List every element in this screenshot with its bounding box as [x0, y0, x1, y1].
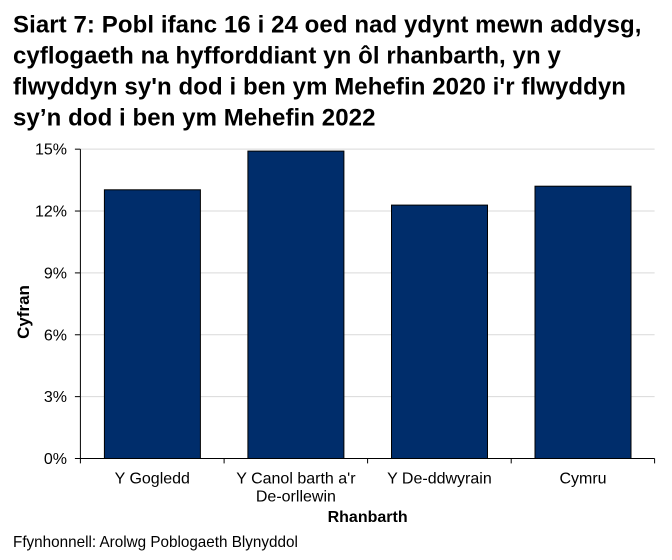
- svg-text:De-orllewin: De-orllewin: [256, 489, 336, 506]
- svg-text:Y Gogledd: Y Gogledd: [115, 471, 190, 488]
- svg-text:12%: 12%: [35, 204, 67, 221]
- svg-text:9%: 9%: [44, 265, 67, 282]
- svg-text:15%: 15%: [35, 142, 67, 159]
- svg-text:Cyfran: Cyfran: [14, 285, 33, 339]
- svg-text:6%: 6%: [44, 327, 67, 344]
- svg-text:Cymru: Cymru: [559, 471, 606, 488]
- svg-text:Rhanbarth: Rhanbarth: [328, 509, 408, 526]
- svg-text:Y De-ddwyrain: Y De-ddwyrain: [387, 471, 492, 488]
- svg-text:Siart 7: Pobl ifanc 16 i 24 oe: Siart 7: Pobl ifanc 16 i 24 oed nad ydyn…: [13, 11, 648, 131]
- svg-text:Ffynhonnell: Arolwg Poblogaeth: Ffynhonnell: Arolwg Poblogaeth Blynyddol: [13, 534, 298, 551]
- svg-text:0%: 0%: [44, 451, 67, 468]
- svg-text:3%: 3%: [44, 389, 67, 406]
- svg-text:Y Canol barth a'r: Y Canol barth a'r: [236, 471, 356, 488]
